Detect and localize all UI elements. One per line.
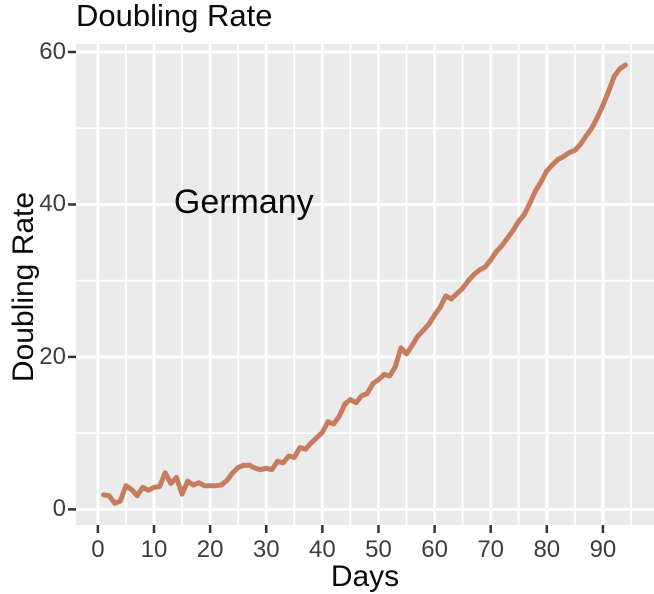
axis-tick-marks: [68, 50, 605, 533]
germany-series-line: [101, 62, 628, 506]
x-tick-label: 80: [533, 536, 561, 563]
major-gridlines: [76, 44, 654, 525]
x-tick-label: 0: [91, 536, 105, 563]
panel-background: [76, 44, 654, 525]
country-annotation: Germany: [173, 183, 314, 222]
x-tick-label: 10: [140, 536, 168, 563]
y-tick-label: 0: [52, 495, 66, 523]
chart-title: Doubling Rate: [76, 0, 273, 33]
x-tick-label: 70: [477, 536, 505, 563]
y-tick-label: 20: [39, 342, 66, 370]
x-tick-label: 30: [252, 536, 280, 563]
x-tick-label: 90: [589, 536, 617, 563]
x-tick-label: 20: [196, 536, 224, 563]
x-tick-label: 40: [308, 536, 336, 563]
x-tick-label: 50: [365, 536, 392, 563]
x-tick-label: 60: [421, 536, 448, 563]
minor-gridlines: [76, 44, 654, 525]
y-tick-label: 60: [39, 38, 66, 65]
x-axis-title: Days: [330, 560, 400, 593]
y-tick-label: 40: [39, 190, 66, 218]
